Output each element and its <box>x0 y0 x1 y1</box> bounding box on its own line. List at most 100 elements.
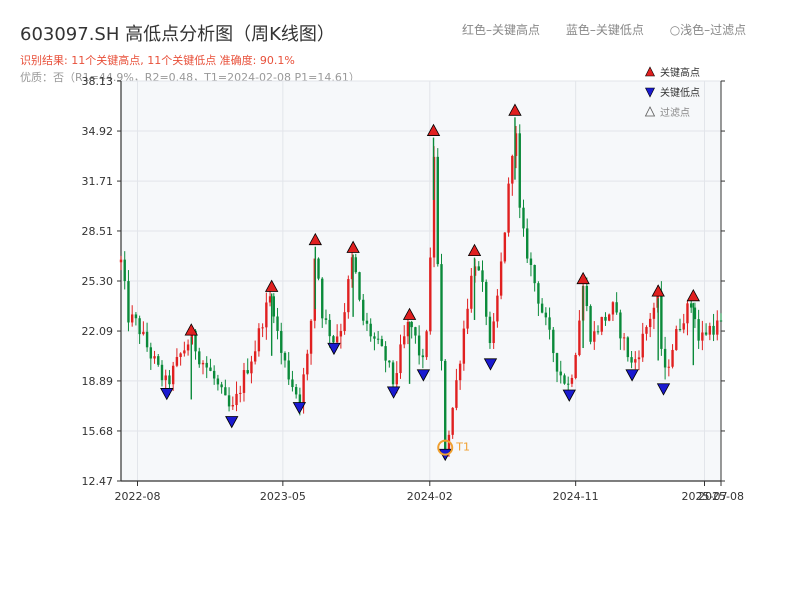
candle-body <box>227 395 231 407</box>
candle-body <box>693 307 697 320</box>
candle-body <box>716 320 719 335</box>
key-low-marker <box>483 358 498 371</box>
candle-body <box>548 317 551 330</box>
candle-body <box>503 232 507 262</box>
candle-body <box>663 348 667 368</box>
candle-body <box>186 344 190 351</box>
candle-body <box>309 320 313 354</box>
key-high-marker <box>402 307 417 320</box>
key-low-marker <box>327 342 341 356</box>
y-tick-label: 25.30 <box>82 275 114 288</box>
candle-body <box>451 407 454 435</box>
candle-body <box>429 257 432 332</box>
candle-body <box>589 306 592 342</box>
key-low-marker <box>656 383 671 396</box>
candle-body <box>432 156 436 258</box>
candle-body <box>216 378 220 385</box>
candle-body <box>365 320 369 324</box>
candle-body <box>142 331 145 335</box>
key-high-marker <box>576 271 590 285</box>
key-low-marker <box>160 388 174 401</box>
candle-body <box>171 365 175 385</box>
candle-body <box>678 329 682 331</box>
candle-body <box>477 266 480 271</box>
candle-body <box>529 258 533 265</box>
candle-body <box>567 383 570 385</box>
candle-body <box>611 302 615 315</box>
candle-body <box>578 320 581 356</box>
key-high-marker <box>264 279 279 292</box>
y-tick-label: 38.13 <box>82 75 114 88</box>
candle-body <box>686 303 689 324</box>
candle-body <box>436 156 439 265</box>
candle-body <box>272 296 275 317</box>
candle-body <box>708 325 712 335</box>
y-tick-label: 34.92 <box>82 125 114 138</box>
candle-body <box>373 336 376 339</box>
t1-label: T1 <box>455 441 470 454</box>
y-tick-label: 22.09 <box>82 325 114 338</box>
candle-body <box>134 314 138 319</box>
candle-body <box>235 393 238 406</box>
x-tick-label: 2024-02 <box>407 490 453 503</box>
candle-body <box>239 392 242 394</box>
candle-body <box>481 270 484 282</box>
candle-body <box>570 377 574 384</box>
candle-body <box>630 357 633 363</box>
candle-body <box>250 361 253 374</box>
candle-body <box>332 336 335 343</box>
key-high-marker <box>651 284 665 297</box>
candle-body <box>563 375 566 384</box>
legend-filtered-label: 过滤点 <box>660 106 690 119</box>
key-low-marker <box>292 402 307 415</box>
candle-body <box>675 329 678 350</box>
candle-body <box>507 183 510 233</box>
candle-body <box>175 356 179 366</box>
candle-body <box>682 323 685 330</box>
x-tick-label: 2025-07 <box>682 490 728 503</box>
hint-red: 红色–关键高点 <box>462 23 541 37</box>
x-tick-label: 2024-11 <box>553 490 599 503</box>
key-high-marker <box>308 232 322 246</box>
candle-body <box>619 312 622 339</box>
candle-body <box>514 133 518 156</box>
y-tick-label: 15.68 <box>82 425 114 438</box>
candle-body <box>138 318 141 335</box>
candle-body <box>425 331 428 358</box>
candle-body <box>276 316 279 331</box>
candle-body <box>257 328 261 352</box>
candle-body <box>395 373 398 385</box>
candle-body <box>410 321 413 328</box>
candle-body <box>123 259 126 282</box>
key-high-marker <box>467 243 482 257</box>
candle-body <box>466 308 469 329</box>
candle-body <box>306 353 309 375</box>
candle-body <box>179 353 182 357</box>
candle-body <box>198 351 201 365</box>
t1-marker <box>437 439 454 456</box>
y-tick-label: 31.71 <box>82 175 114 188</box>
candle-body <box>376 338 380 340</box>
candle-body <box>641 333 644 358</box>
candle-body <box>287 360 290 380</box>
candle-body <box>350 257 354 280</box>
candle-body <box>324 318 328 320</box>
candle-body <box>347 279 350 313</box>
candle-body <box>205 362 208 368</box>
candle-body <box>697 319 700 341</box>
legend-filtered-icon <box>644 106 656 117</box>
legend-low-label: 关键低点 <box>660 86 700 99</box>
candle-body <box>645 327 648 334</box>
hint-light: ○浅色–过滤点 <box>669 23 747 37</box>
candle-body <box>574 355 577 378</box>
candle-body <box>518 133 521 208</box>
candle-body <box>634 359 637 363</box>
candle-body <box>488 316 492 344</box>
candle-body <box>596 331 600 333</box>
candle-body <box>522 207 525 229</box>
candle-body <box>280 330 283 353</box>
candle-body <box>559 371 562 376</box>
candle-body <box>231 405 235 407</box>
candle-body <box>369 323 372 337</box>
candle-body <box>302 374 305 404</box>
